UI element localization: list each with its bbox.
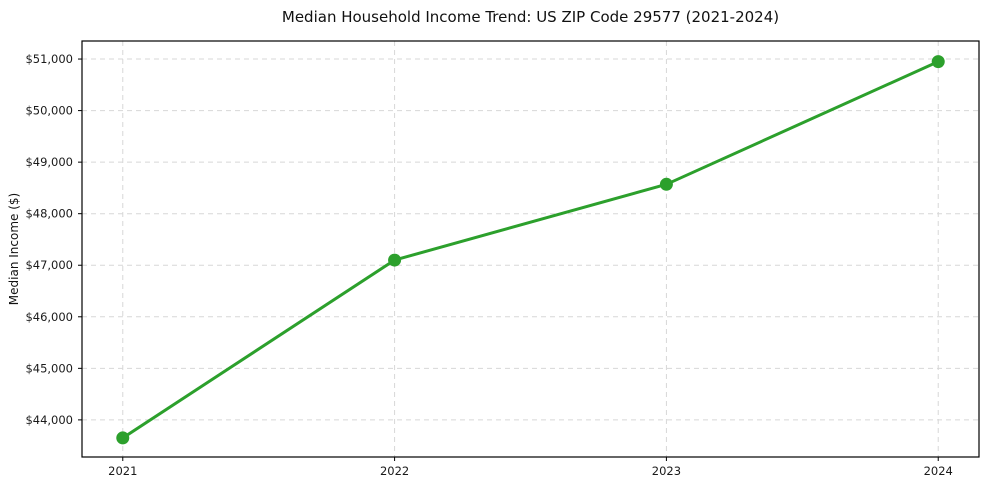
chart-title: Median Household Income Trend: US ZIP Co… <box>281 8 780 26</box>
y-axis-title: Median Income ($) <box>7 192 21 306</box>
y-tick-label: $44,000 <box>25 413 73 427</box>
data-point-2023 <box>659 177 673 191</box>
data-point-2022 <box>388 253 402 267</box>
x-tick-label: 2022 <box>380 464 409 478</box>
y-tick-label: $46,000 <box>25 310 73 324</box>
y-tick-label: $45,000 <box>25 361 73 375</box>
income-trend-line <box>121 60 940 440</box>
y-tick-label: $49,000 <box>25 155 73 169</box>
y-tick-label: $48,000 <box>25 207 73 221</box>
y-tick-label: $50,000 <box>25 104 73 118</box>
x-tick-label: 2023 <box>652 464 681 478</box>
plot-border <box>81 40 980 458</box>
data-point-2024 <box>931 55 945 69</box>
x-tick-label: 2021 <box>108 464 137 478</box>
data-point-2021 <box>116 431 130 445</box>
y-tick-label: $47,000 <box>25 258 73 272</box>
x-tick-label: 2024 <box>924 464 953 478</box>
y-tick-label: $51,000 <box>25 52 73 66</box>
